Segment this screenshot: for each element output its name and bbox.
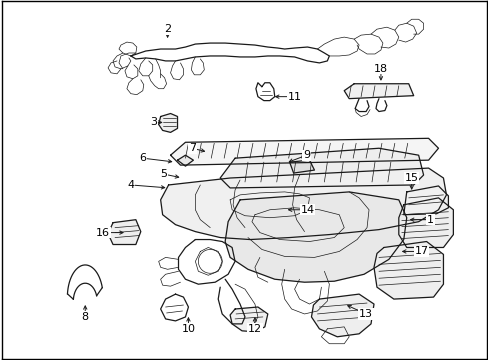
- Text: 13: 13: [358, 309, 372, 319]
- Text: 14: 14: [300, 205, 314, 215]
- Polygon shape: [373, 242, 443, 299]
- Text: 4: 4: [127, 180, 134, 190]
- Polygon shape: [344, 84, 413, 99]
- Polygon shape: [177, 155, 193, 166]
- Polygon shape: [161, 168, 446, 239]
- Text: 5: 5: [160, 169, 167, 179]
- Text: 2: 2: [163, 24, 171, 34]
- Text: 12: 12: [247, 324, 262, 334]
- Polygon shape: [398, 198, 452, 247]
- Text: 8: 8: [81, 312, 89, 322]
- Polygon shape: [108, 220, 141, 244]
- Text: 10: 10: [181, 324, 195, 334]
- Text: 18: 18: [373, 64, 387, 74]
- Text: 17: 17: [414, 247, 428, 256]
- Text: 11: 11: [287, 92, 301, 102]
- Text: 16: 16: [96, 228, 110, 238]
- Polygon shape: [311, 294, 373, 337]
- Polygon shape: [230, 307, 267, 332]
- Text: 9: 9: [303, 150, 309, 160]
- Text: 3: 3: [150, 117, 157, 127]
- Polygon shape: [170, 138, 438, 165]
- Polygon shape: [224, 192, 406, 282]
- Polygon shape: [220, 148, 423, 188]
- Polygon shape: [158, 113, 177, 132]
- Text: 15: 15: [404, 173, 418, 183]
- Text: 1: 1: [426, 215, 433, 225]
- Text: 7: 7: [188, 143, 196, 153]
- Polygon shape: [289, 160, 314, 173]
- Text: 6: 6: [139, 153, 146, 163]
- Polygon shape: [403, 186, 447, 215]
